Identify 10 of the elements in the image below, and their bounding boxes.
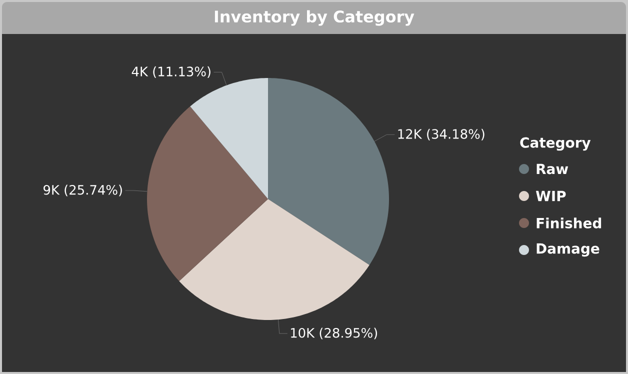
chart-title: Inventory by Category <box>214 10 414 26</box>
data-label: 12K (34.18%) <box>398 128 484 140</box>
legend-title: Category <box>520 137 591 151</box>
legend-label: Damage <box>536 243 600 257</box>
data-label: 9K (25.74%) <box>44 184 122 196</box>
data-label: 10K (28.95%) <box>291 328 378 340</box>
legend-label: WIP <box>536 190 566 202</box>
data-label: 4K (11.13%) <box>132 66 210 78</box>
legend-label: Raw <box>536 164 568 174</box>
legend-label: Finished <box>536 218 602 228</box>
